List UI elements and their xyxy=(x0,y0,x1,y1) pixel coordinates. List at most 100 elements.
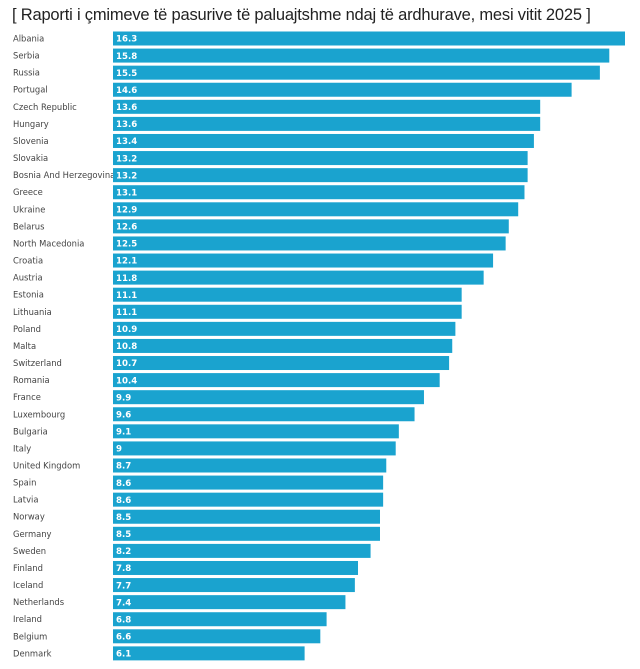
bar xyxy=(113,424,399,439)
bar xyxy=(113,202,519,217)
category-label: Romania xyxy=(13,375,50,385)
category-label: Luxembourg xyxy=(13,409,65,419)
bar xyxy=(113,48,610,63)
category-label: Russia xyxy=(13,68,40,78)
category-label: Netherlands xyxy=(13,597,64,607)
bar xyxy=(113,458,387,473)
category-label: North Macedonia xyxy=(13,238,84,248)
data-label: 12.5 xyxy=(116,240,137,250)
data-label: 12.1 xyxy=(116,257,137,267)
bar xyxy=(113,65,600,80)
bar xyxy=(113,253,494,268)
bar xyxy=(113,321,456,336)
data-label: 13.2 xyxy=(116,171,137,181)
bar xyxy=(113,407,415,422)
data-label: 9 xyxy=(116,445,122,455)
data-label: 15.5 xyxy=(116,69,137,79)
category-label: Italy xyxy=(13,443,31,453)
data-label: 11.1 xyxy=(116,308,137,318)
data-label: 11.8 xyxy=(116,274,137,284)
data-label: 13.6 xyxy=(116,120,137,130)
bar xyxy=(113,304,462,319)
data-label: 8.5 xyxy=(116,513,131,523)
chart-title: [ Raporti i çmimeve të pasurive të palua… xyxy=(12,6,591,24)
data-label: 13.2 xyxy=(116,154,137,164)
category-label: Ireland xyxy=(13,614,42,624)
bar xyxy=(113,270,484,285)
category-label: Austria xyxy=(13,273,43,283)
data-label: 9.1 xyxy=(116,428,131,438)
data-label: 12.9 xyxy=(116,206,137,216)
bar xyxy=(113,560,359,575)
category-label: Latvia xyxy=(13,495,39,505)
data-label: 8.6 xyxy=(116,496,131,506)
category-label: Malta xyxy=(13,341,36,351)
bar xyxy=(113,390,424,405)
bar xyxy=(113,82,572,97)
category-label: Norway xyxy=(13,512,45,522)
data-label: 7.4 xyxy=(116,598,131,608)
bar xyxy=(113,595,346,610)
bar xyxy=(113,441,396,456)
data-label: 16.3 xyxy=(116,35,137,45)
bar xyxy=(113,116,541,131)
category-label: Slovenia xyxy=(13,136,49,146)
data-label: 15.8 xyxy=(116,52,137,62)
bar xyxy=(113,133,534,148)
bar xyxy=(113,356,450,371)
category-label: Croatia xyxy=(13,256,43,266)
category-label: Switzerland xyxy=(13,358,62,368)
bar xyxy=(113,629,321,644)
data-label: 8.6 xyxy=(116,479,131,489)
bar xyxy=(113,612,327,627)
category-label: Bulgaria xyxy=(13,426,48,436)
data-label: 6.8 xyxy=(116,615,131,625)
category-label: Belarus xyxy=(13,221,44,231)
data-label: 6.6 xyxy=(116,633,131,643)
category-label: Denmark xyxy=(13,648,52,658)
data-label: 8.5 xyxy=(116,530,131,540)
data-label: 11.1 xyxy=(116,291,137,301)
data-label: 13.6 xyxy=(116,103,137,113)
data-label: 13.4 xyxy=(116,137,137,147)
category-label: Belgium xyxy=(13,631,47,641)
bar xyxy=(113,236,506,251)
category-label: United Kingdom xyxy=(13,461,80,471)
bar xyxy=(113,338,453,353)
data-label: 8.2 xyxy=(116,547,131,557)
category-label: Germany xyxy=(13,529,52,539)
category-label: Czech Republic xyxy=(13,102,77,112)
bar xyxy=(113,373,440,388)
category-label: Greece xyxy=(13,187,43,197)
bar xyxy=(113,509,380,524)
category-label: Ukraine xyxy=(13,204,45,214)
data-label: 14.6 xyxy=(116,86,137,96)
category-label: Hungary xyxy=(13,119,49,129)
data-label: 6.1 xyxy=(116,650,131,660)
category-label: France xyxy=(13,392,41,402)
data-label: 8.7 xyxy=(116,462,131,472)
bar xyxy=(113,287,462,302)
data-label: 7.7 xyxy=(116,581,131,591)
data-label: 13.1 xyxy=(116,188,137,198)
data-label: 10.4 xyxy=(116,376,137,386)
bar xyxy=(113,578,355,593)
category-label: Portugal xyxy=(13,85,48,95)
bar xyxy=(113,475,384,490)
category-label: Sweden xyxy=(13,546,46,556)
bar xyxy=(113,492,384,507)
category-label: Finland xyxy=(13,563,43,573)
bar xyxy=(113,99,541,114)
category-label: Bosnia And Herzegovina xyxy=(13,170,115,180)
bar xyxy=(113,646,305,661)
category-label: Poland xyxy=(13,324,41,334)
data-label: 10.7 xyxy=(116,359,137,369)
bar xyxy=(113,219,509,234)
category-label: Estonia xyxy=(13,290,44,300)
bar xyxy=(113,151,528,166)
category-label: Lithuania xyxy=(13,307,52,317)
category-label: Slovakia xyxy=(13,153,48,163)
data-label: 9.6 xyxy=(116,410,131,420)
data-label: 7.8 xyxy=(116,564,131,574)
